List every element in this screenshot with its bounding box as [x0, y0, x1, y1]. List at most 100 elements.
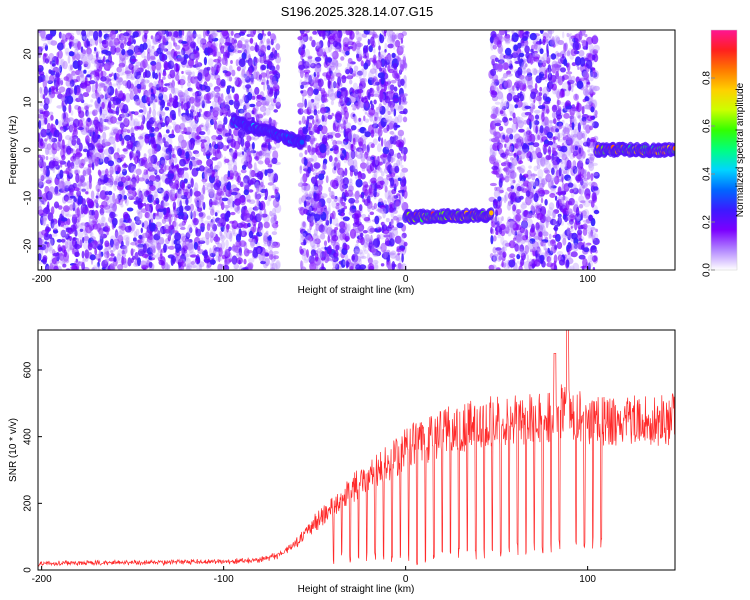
- spectrogram-cell: [331, 210, 336, 220]
- spectrogram-cell: [48, 136, 55, 143]
- spectrogram-cell: [257, 247, 261, 254]
- spectrogram-cell: [382, 153, 388, 158]
- spectrogram-cell: [88, 155, 92, 164]
- spectrogram-cell: [158, 72, 161, 81]
- spectrogram-cell: [317, 152, 322, 158]
- spectrogram-cell: [117, 249, 125, 256]
- spectrogram-cell: [144, 55, 147, 60]
- spectrogram-cell: [327, 57, 333, 63]
- spectrogram-cell: [99, 156, 103, 163]
- spectrogram-cell: [248, 199, 256, 204]
- spectrogram-cell: [194, 182, 199, 193]
- spectrogram-cell: [49, 186, 55, 195]
- spectrogram-cell: [219, 218, 224, 223]
- spectrogram-cell: [43, 103, 49, 111]
- spectrogram-cell: [329, 254, 334, 262]
- spectrogram-cell: [270, 195, 275, 199]
- spectrogram-cell: [199, 131, 206, 136]
- spectrogram-cell: [206, 223, 211, 231]
- spectrogram-cell: [298, 120, 302, 125]
- spectrogram-cell: [248, 67, 253, 75]
- spectrogram-cell: [364, 111, 368, 115]
- spectrogram-cell: [130, 241, 138, 246]
- spectrogram-cell: [370, 129, 375, 138]
- spectrogram-cell: [122, 211, 129, 220]
- spectrogram-cell: [208, 34, 214, 44]
- spectrogram-cell: [38, 181, 44, 189]
- spectrogram-cell: [228, 246, 232, 251]
- spectrogram-cell: [93, 55, 97, 61]
- spectrogram-cell: [195, 190, 199, 198]
- spectrogram-cell: [157, 242, 161, 250]
- spectrogram-cell: [357, 170, 362, 181]
- spectrogram-cell: [89, 254, 96, 261]
- spectrogram-cell: [325, 175, 329, 184]
- spectrogram-cell: [298, 64, 306, 70]
- spectrogram-cell: [236, 222, 244, 229]
- spectrogram-cell: [246, 249, 253, 254]
- spectrogram-cell: [219, 196, 224, 206]
- spectrogram-cell: [99, 207, 105, 216]
- spectrogram-cell: [44, 58, 50, 64]
- spectrogram-cell: [264, 253, 270, 257]
- spectrogram-cell: [233, 176, 238, 181]
- spectrogram-cell: [162, 137, 166, 143]
- spectrogram-cell: [231, 69, 236, 77]
- spectrogram-cell: [270, 263, 273, 270]
- spectrogram-cell: [200, 139, 207, 143]
- spectrogram-cell: [223, 116, 228, 125]
- spectrogram-cell: [195, 61, 201, 71]
- spectrogram-cell: [385, 140, 390, 150]
- spectrogram-cell: [304, 119, 309, 125]
- spectrogram-cell: [45, 176, 51, 183]
- spectrogram-cell: [256, 198, 260, 207]
- spectrogram-cell: [158, 212, 163, 220]
- spectrogram-cell: [259, 105, 267, 113]
- spectrogram-cell: [133, 39, 136, 45]
- spectrogram-cell: [387, 195, 392, 204]
- spectrogram-cell: [117, 116, 123, 122]
- spectrogram-cell: [197, 34, 202, 40]
- spectrogram-cell: [189, 100, 193, 104]
- spectrogram-cell: [307, 90, 312, 98]
- spectrogram-cell: [110, 250, 114, 254]
- spectrogram-cell: [68, 150, 71, 155]
- spectrogram-cell: [355, 178, 363, 188]
- spectrogram-cell: [162, 86, 168, 93]
- spectrogram-cell: [322, 113, 329, 117]
- spectrogram-cell: [378, 136, 381, 142]
- spectrogram-cell: [317, 110, 320, 114]
- spectrogram-cell: [391, 34, 396, 43]
- spectrogram-cell: [151, 45, 155, 49]
- spectrogram-cell: [86, 110, 90, 119]
- spectrogram-cell: [211, 135, 218, 141]
- spectrogram-cell: [148, 206, 151, 214]
- spectrogram-cell: [318, 47, 326, 56]
- spectrogram-cell: [161, 53, 166, 63]
- spectrogram-cell: [119, 56, 123, 66]
- spectrogram-cell: [86, 104, 93, 108]
- spectrogram-cell: [398, 105, 404, 110]
- spectrogram-cell: [65, 51, 70, 56]
- spectrogram-cell: [208, 188, 214, 198]
- spectrogram-cell: [274, 53, 278, 57]
- spectrogram-cell: [240, 30, 247, 34]
- spectrogram-cell: [151, 63, 156, 72]
- spectrogram-cell: [60, 97, 66, 101]
- spectrogram-cell: [143, 30, 149, 35]
- spectrogram-cell: [204, 182, 212, 187]
- spectrogram-cell: [141, 232, 149, 239]
- spectrogram-cell: [377, 85, 380, 94]
- spectrogram-cell: [151, 194, 159, 199]
- spectrogram-cell: [358, 89, 362, 100]
- spectrogram-cell: [248, 189, 254, 193]
- spectrogram-cell: [242, 223, 249, 229]
- spectrogram-cell: [127, 257, 132, 267]
- spectrogram-cell: [212, 200, 219, 206]
- spectrogram-cell: [38, 199, 42, 209]
- spectrogram-cell: [254, 108, 258, 119]
- spectrogram-cell: [240, 169, 247, 174]
- spectrogram-cell: [187, 31, 190, 41]
- spectrogram-cell: [398, 157, 403, 166]
- spectrogram-cell: [143, 169, 148, 176]
